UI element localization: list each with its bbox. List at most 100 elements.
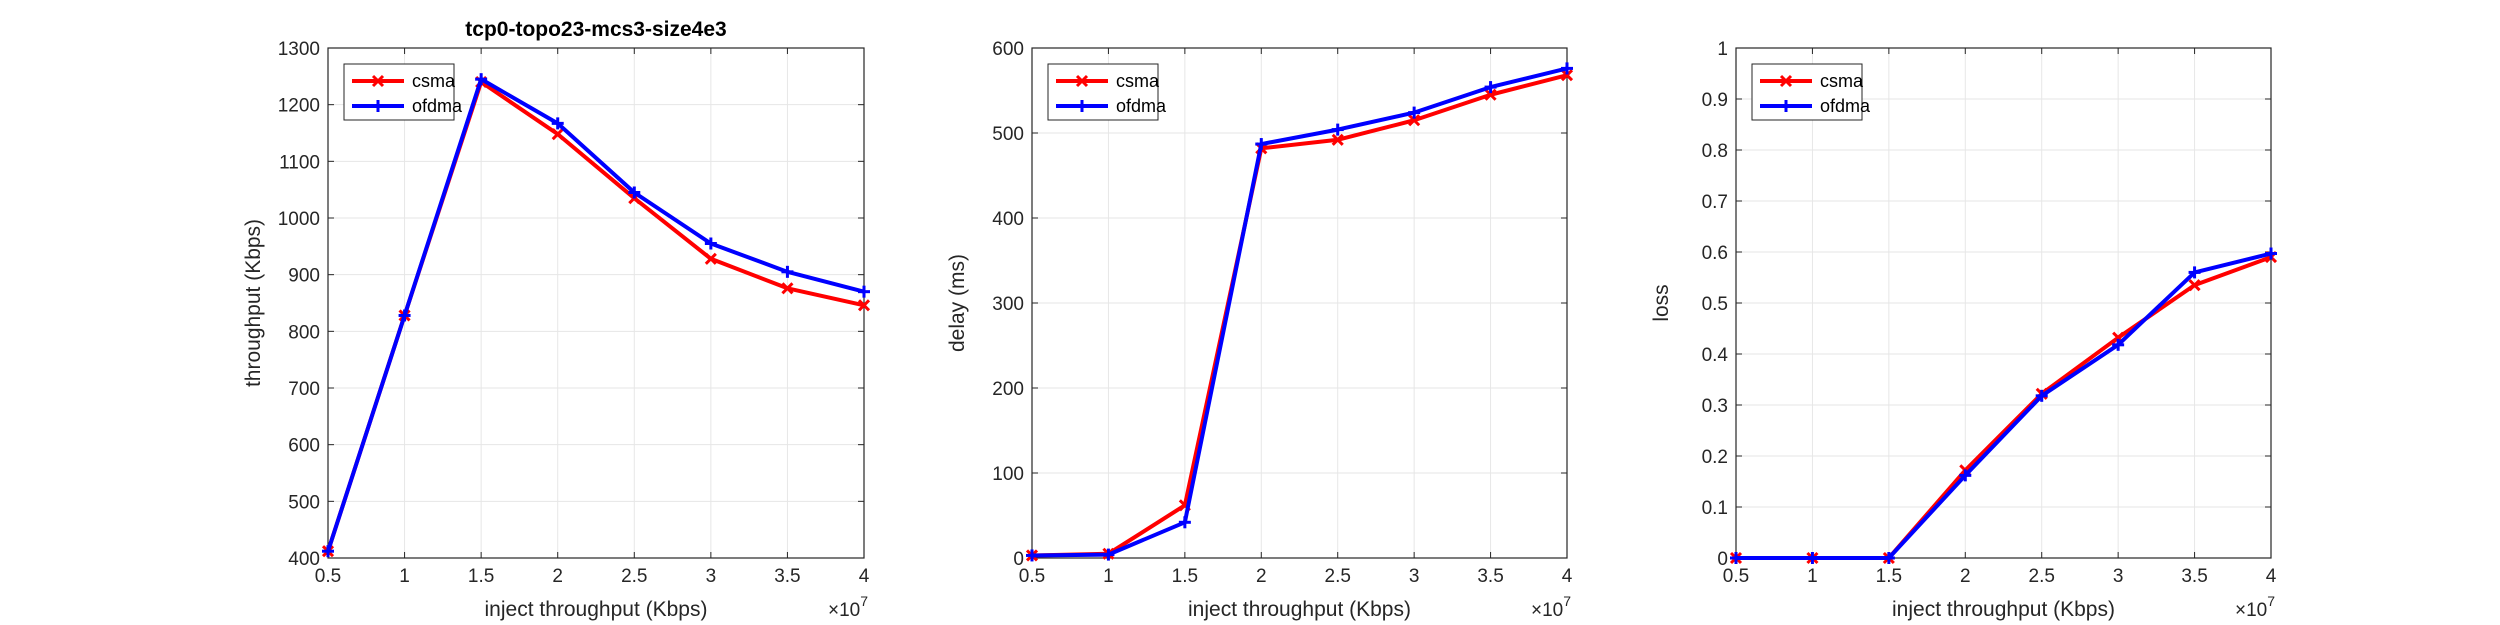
legend-item-ofdma: ofdma [352,96,463,116]
y-tick-label: 800 [288,322,320,343]
legend-label: csma [412,71,456,91]
x-tick-label: 0.5 [1723,566,1749,587]
data-point-ofdma [475,73,488,86]
data-point-ofdma [1331,123,1344,136]
legend-marker [1779,74,1793,88]
legend-marker [1075,74,1089,88]
marker-stroke [1408,114,1421,127]
y-tick-label: 0.5 [1702,294,1728,315]
data-point-ofdma [1178,516,1191,529]
data-point-csma [857,299,871,312]
legend-marker [371,74,385,88]
legend-item-ofdma: ofdma [1760,96,1871,116]
y-tick-label: 0.8 [1702,141,1728,162]
y-tick-label: 1 [1717,39,1728,60]
x-exponent-base: ×10 [1531,600,1563,621]
x-tick-label: 2.5 [1325,566,1351,587]
x-tick-label: 0.5 [315,566,341,587]
data-point-ofdma [1102,548,1115,561]
legend-label: ofdma [1820,96,1871,116]
x-tick-label: 3 [706,566,717,587]
marker-stroke [1331,133,1344,146]
x-tick-label: 2.5 [621,566,647,587]
x-tick-label: 4 [1562,566,1573,587]
legend-box [1751,63,1863,121]
data-point-ofdma [1484,81,1497,94]
x-exponent-power: 7 [2267,593,2275,609]
legend-item-csma: csma [1056,71,1160,91]
series-line-ofdma [326,77,865,552]
legend-item-csma: csma [1760,71,1864,91]
y-tick-label: 600 [288,436,320,457]
legend-item-csma: csma [352,71,456,91]
marker-stroke [781,282,794,295]
data-point-ofdma [2112,338,2125,351]
legend-box [343,63,455,121]
data-point-csma [1331,133,1344,146]
data-point-csma [1484,88,1497,101]
marker-stroke [704,252,717,265]
x-tick-label: 1.5 [1876,566,1902,587]
marker-stroke [857,299,871,312]
series-line-ofdma [1031,66,1568,558]
x-tick-label: 4 [2266,566,2277,587]
y-tick-label: 100 [992,464,1024,485]
legend: csma ofdma [1047,63,1167,121]
x-tick-label: 3 [2113,566,2124,587]
marker-stroke [551,128,564,141]
y-tick-label: 400 [288,549,320,570]
data-point-ofdma [2188,266,2201,279]
x-tick-label: 2 [1256,566,1267,587]
series-line-ofdma [1736,251,2272,560]
legend-label: csma [1820,71,1864,91]
y-tick-label: 500 [288,492,320,513]
chart-title: tcp0-topo23-mcs3-size4e3 [465,18,726,41]
chart-panel-3: 0.5 1 1.5 2 2.5 3 3.5 4 0 0.1 0.2 0.3 0.4 0.5 0.6 0.7 0.… [1650,39,2278,621]
data-point-ofdma [1806,552,1819,564]
y-axis-label: throughput (Kbps) [242,219,265,387]
x-tick-label: 0.5 [1019,566,1045,587]
y-tick-label: 500 [992,124,1024,145]
y-tick-label: 0.3 [1702,396,1728,417]
data-point-ofdma [858,285,870,298]
y-tick-label: 1300 [278,39,320,60]
x-tick-label: 3 [1409,566,1420,587]
x-tick-label: 4 [859,566,870,587]
chart-panel-2: 0.5 1 1.5 2 2.5 3 3.5 4 0 100 200 300 400 500 600 injec… [946,39,1574,621]
legend-label: ofdma [412,96,463,116]
x-axis-label: inject throughput (Kbps) [1188,598,1411,621]
y-tick-label: 1100 [279,152,320,173]
x-tick-label: 2 [1960,566,1971,587]
data-point-csma [551,128,564,141]
marker-stroke [1560,69,1574,82]
data-point-csma [1560,69,1574,82]
y-tick-label: 0.2 [1702,447,1728,468]
y-tick-label: 0.9 [1702,90,1728,111]
x-tick-label: 1 [1103,566,1114,587]
x-exponent-label: ×107 [828,593,868,621]
y-tick-label: 900 [288,266,320,287]
legend-label: csma [1116,71,1160,91]
data-point-ofdma [1730,552,1742,564]
x-tick-label: 2 [552,566,563,587]
series-line-csma [1031,73,1568,558]
y-axis-label: delay (ms) [946,254,969,352]
x-tick-label: 1 [399,566,410,587]
axes-box [327,47,865,559]
data-point-ofdma [1882,552,1895,564]
data-point-ofdma [1561,62,1573,75]
y-tick-label: 300 [992,294,1024,315]
data-point-csma [781,282,794,295]
chart-panel-1: 0.5 1 1.5 2 2.5 3 3.5 4 400 500 600 700 800 900 1000 11… [242,18,871,621]
y-tick-label: 0.7 [1702,192,1728,213]
legend-box [1047,63,1159,121]
data-point-ofdma [704,237,717,250]
y-tick-label: 0.4 [1702,345,1729,366]
x-exponent-power: 7 [1563,593,1571,609]
x-tick-label: 3.5 [1477,566,1503,587]
x-tick-label: 1.5 [1172,566,1198,587]
x-exponent-base: ×10 [2235,600,2267,621]
data-point-ofdma [1026,549,1038,562]
legend-item-ofdma: ofdma [1056,96,1167,116]
x-tick-label: 1.5 [468,566,494,587]
